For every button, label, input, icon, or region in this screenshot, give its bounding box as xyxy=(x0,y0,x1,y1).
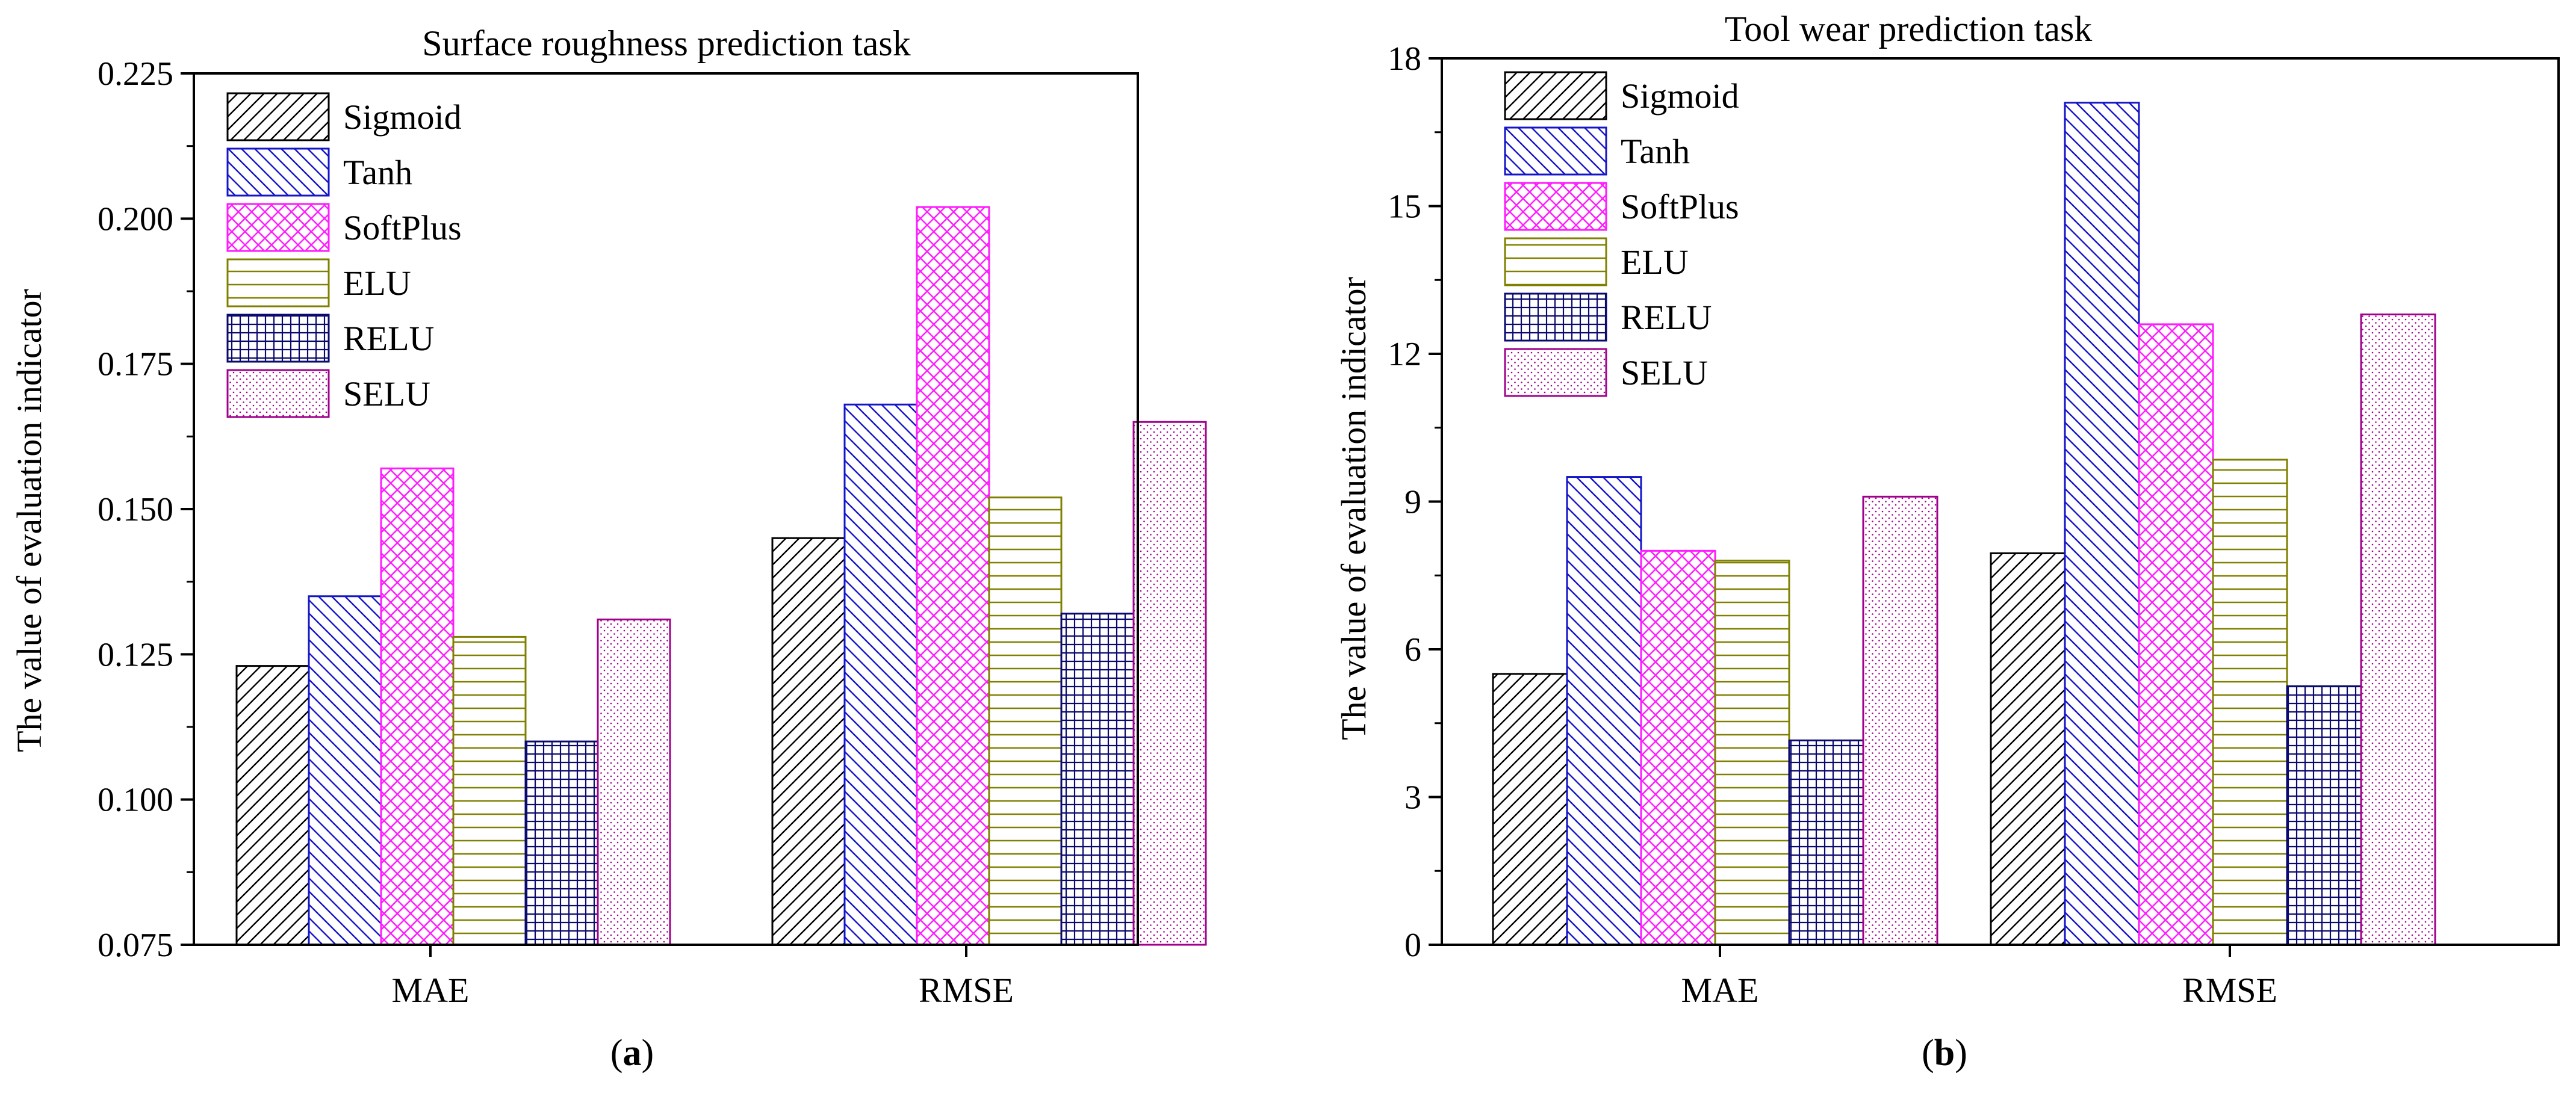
bar-relu-mae xyxy=(1788,739,1864,946)
bar-softplus-rmse xyxy=(2138,323,2214,946)
bar-softplus-rmse xyxy=(916,206,990,946)
bar-selu-rmse xyxy=(1132,421,1207,946)
bar-sigmoid-rmse xyxy=(771,537,846,946)
y-tick-label: 12 xyxy=(1388,336,1421,373)
chart-b: Tool wear prediction task The value of e… xyxy=(1334,9,2560,1074)
y-tick-label: 0.150 xyxy=(98,491,173,528)
legend-label-relu: RELU xyxy=(343,319,434,358)
bar-sigmoid-mae xyxy=(235,665,310,946)
bar-elu-mae xyxy=(452,635,527,946)
legend-swatch-relu xyxy=(1504,292,1607,342)
bar-relu-rmse xyxy=(2286,685,2362,946)
bar-sigmoid-mae xyxy=(1492,673,1568,946)
y-tick-label: 0.075 xyxy=(98,927,173,964)
legend-swatch-elu xyxy=(1504,237,1607,286)
chart-a-legend: Sigmoid Tanh SoftPlus ELU RELU SELU xyxy=(226,92,462,418)
x-tick-label: RMSE xyxy=(919,971,1014,1010)
legend-label-tanh: Tanh xyxy=(343,153,412,192)
y-tick-label: 3 xyxy=(1404,779,1421,817)
chart-b-ylabel: The value of evaluation indicator xyxy=(1334,277,1373,740)
chart-a-panel-label: (a) xyxy=(610,1033,654,1074)
y-tick-label: 9 xyxy=(1404,484,1421,521)
y-tick-label: 6 xyxy=(1404,631,1421,669)
y-tick-label: 0.175 xyxy=(98,346,173,383)
y-tick-label: 15 xyxy=(1388,188,1421,226)
bar-relu-mae xyxy=(524,740,599,946)
x-tick-label: MAE xyxy=(392,971,470,1010)
bar-elu-rmse xyxy=(2212,459,2288,946)
y-tick-label: 18 xyxy=(1388,40,1421,78)
legend-label-elu: ELU xyxy=(1621,243,1689,282)
bar-tanh-rmse xyxy=(843,403,918,946)
chart-b-y-ticks: 0 3 6 9 12 15 18 xyxy=(1388,40,1442,964)
chart-a-categories: MAE RMSE xyxy=(392,945,1014,1010)
bar-tanh-mae xyxy=(1566,476,1642,946)
bar-sigmoid-rmse xyxy=(1990,552,2066,946)
chart-b-categories: MAE RMSE xyxy=(1681,945,2277,1010)
legend-label-tanh: Tanh xyxy=(1621,132,1690,171)
legend-label-relu: RELU xyxy=(1621,298,1712,337)
legend-label-sigmoid: Sigmoid xyxy=(343,97,462,137)
bar-tanh-rmse xyxy=(2064,102,2140,946)
legend-swatch-elu xyxy=(226,258,330,307)
legend-swatch-sigmoid xyxy=(1504,71,1607,120)
y-tick-label: 0.100 xyxy=(98,782,173,819)
bar-softplus-mae xyxy=(380,467,455,946)
bar-softplus-mae xyxy=(1640,549,1716,946)
legend-swatch-sigmoid xyxy=(226,92,330,141)
bar-selu-mae xyxy=(1862,495,1938,946)
bar-elu-rmse xyxy=(988,496,1063,946)
legend-swatch-softplus xyxy=(1504,182,1607,231)
chart-b-bars xyxy=(1492,102,2436,946)
legend-label-softplus: SoftPlus xyxy=(1621,187,1739,226)
bar-elu-mae xyxy=(1714,560,1790,946)
legend-swatch-relu xyxy=(226,314,330,363)
chart-a: Surface roughness prediction task The va… xyxy=(10,23,1207,1074)
legend-swatch-selu xyxy=(1504,348,1607,397)
legend-label-selu: SELU xyxy=(1621,353,1708,392)
chart-b-panel-label: (b) xyxy=(1922,1033,1967,1074)
legend-label-selu: SELU xyxy=(343,374,430,413)
bar-selu-rmse xyxy=(2360,314,2436,946)
x-tick-label: RMSE xyxy=(2182,971,2277,1010)
y-tick-label: 0.225 xyxy=(98,55,173,93)
legend-label-softplus: SoftPlus xyxy=(343,208,462,247)
bar-relu-rmse xyxy=(1060,613,1135,946)
chart-a-bars xyxy=(235,206,1207,946)
x-tick-label: MAE xyxy=(1681,971,1759,1010)
y-tick-label: 0.200 xyxy=(98,200,173,238)
y-tick-label: 0.125 xyxy=(98,636,173,673)
bar-tanh-mae xyxy=(308,595,382,946)
chart-a-ylabel: The value of evaluation indicator xyxy=(10,289,49,752)
legend-swatch-tanh xyxy=(1504,126,1607,176)
legend-swatch-selu xyxy=(226,369,330,418)
legend-swatch-softplus xyxy=(226,203,330,252)
chart-b-legend: Sigmoid Tanh SoftPlus ELU RELU SELU xyxy=(1504,71,1739,397)
legend-swatch-tanh xyxy=(226,147,330,197)
chart-b-plot-frame xyxy=(1441,57,2560,946)
legend-label-sigmoid: Sigmoid xyxy=(1621,76,1739,116)
chart-a-y-ticks: 0.075 0.100 0.125 0.150 0.175 0.200 0.225 xyxy=(98,55,194,964)
bar-selu-mae xyxy=(597,618,671,946)
chart-a-title: Surface roughness prediction task xyxy=(422,23,910,63)
legend-label-elu: ELU xyxy=(343,264,411,303)
chart-b-title: Tool wear prediction task xyxy=(1725,9,2093,49)
y-tick-label: 0 xyxy=(1404,927,1421,964)
chart-a-plot-frame xyxy=(193,72,1139,946)
